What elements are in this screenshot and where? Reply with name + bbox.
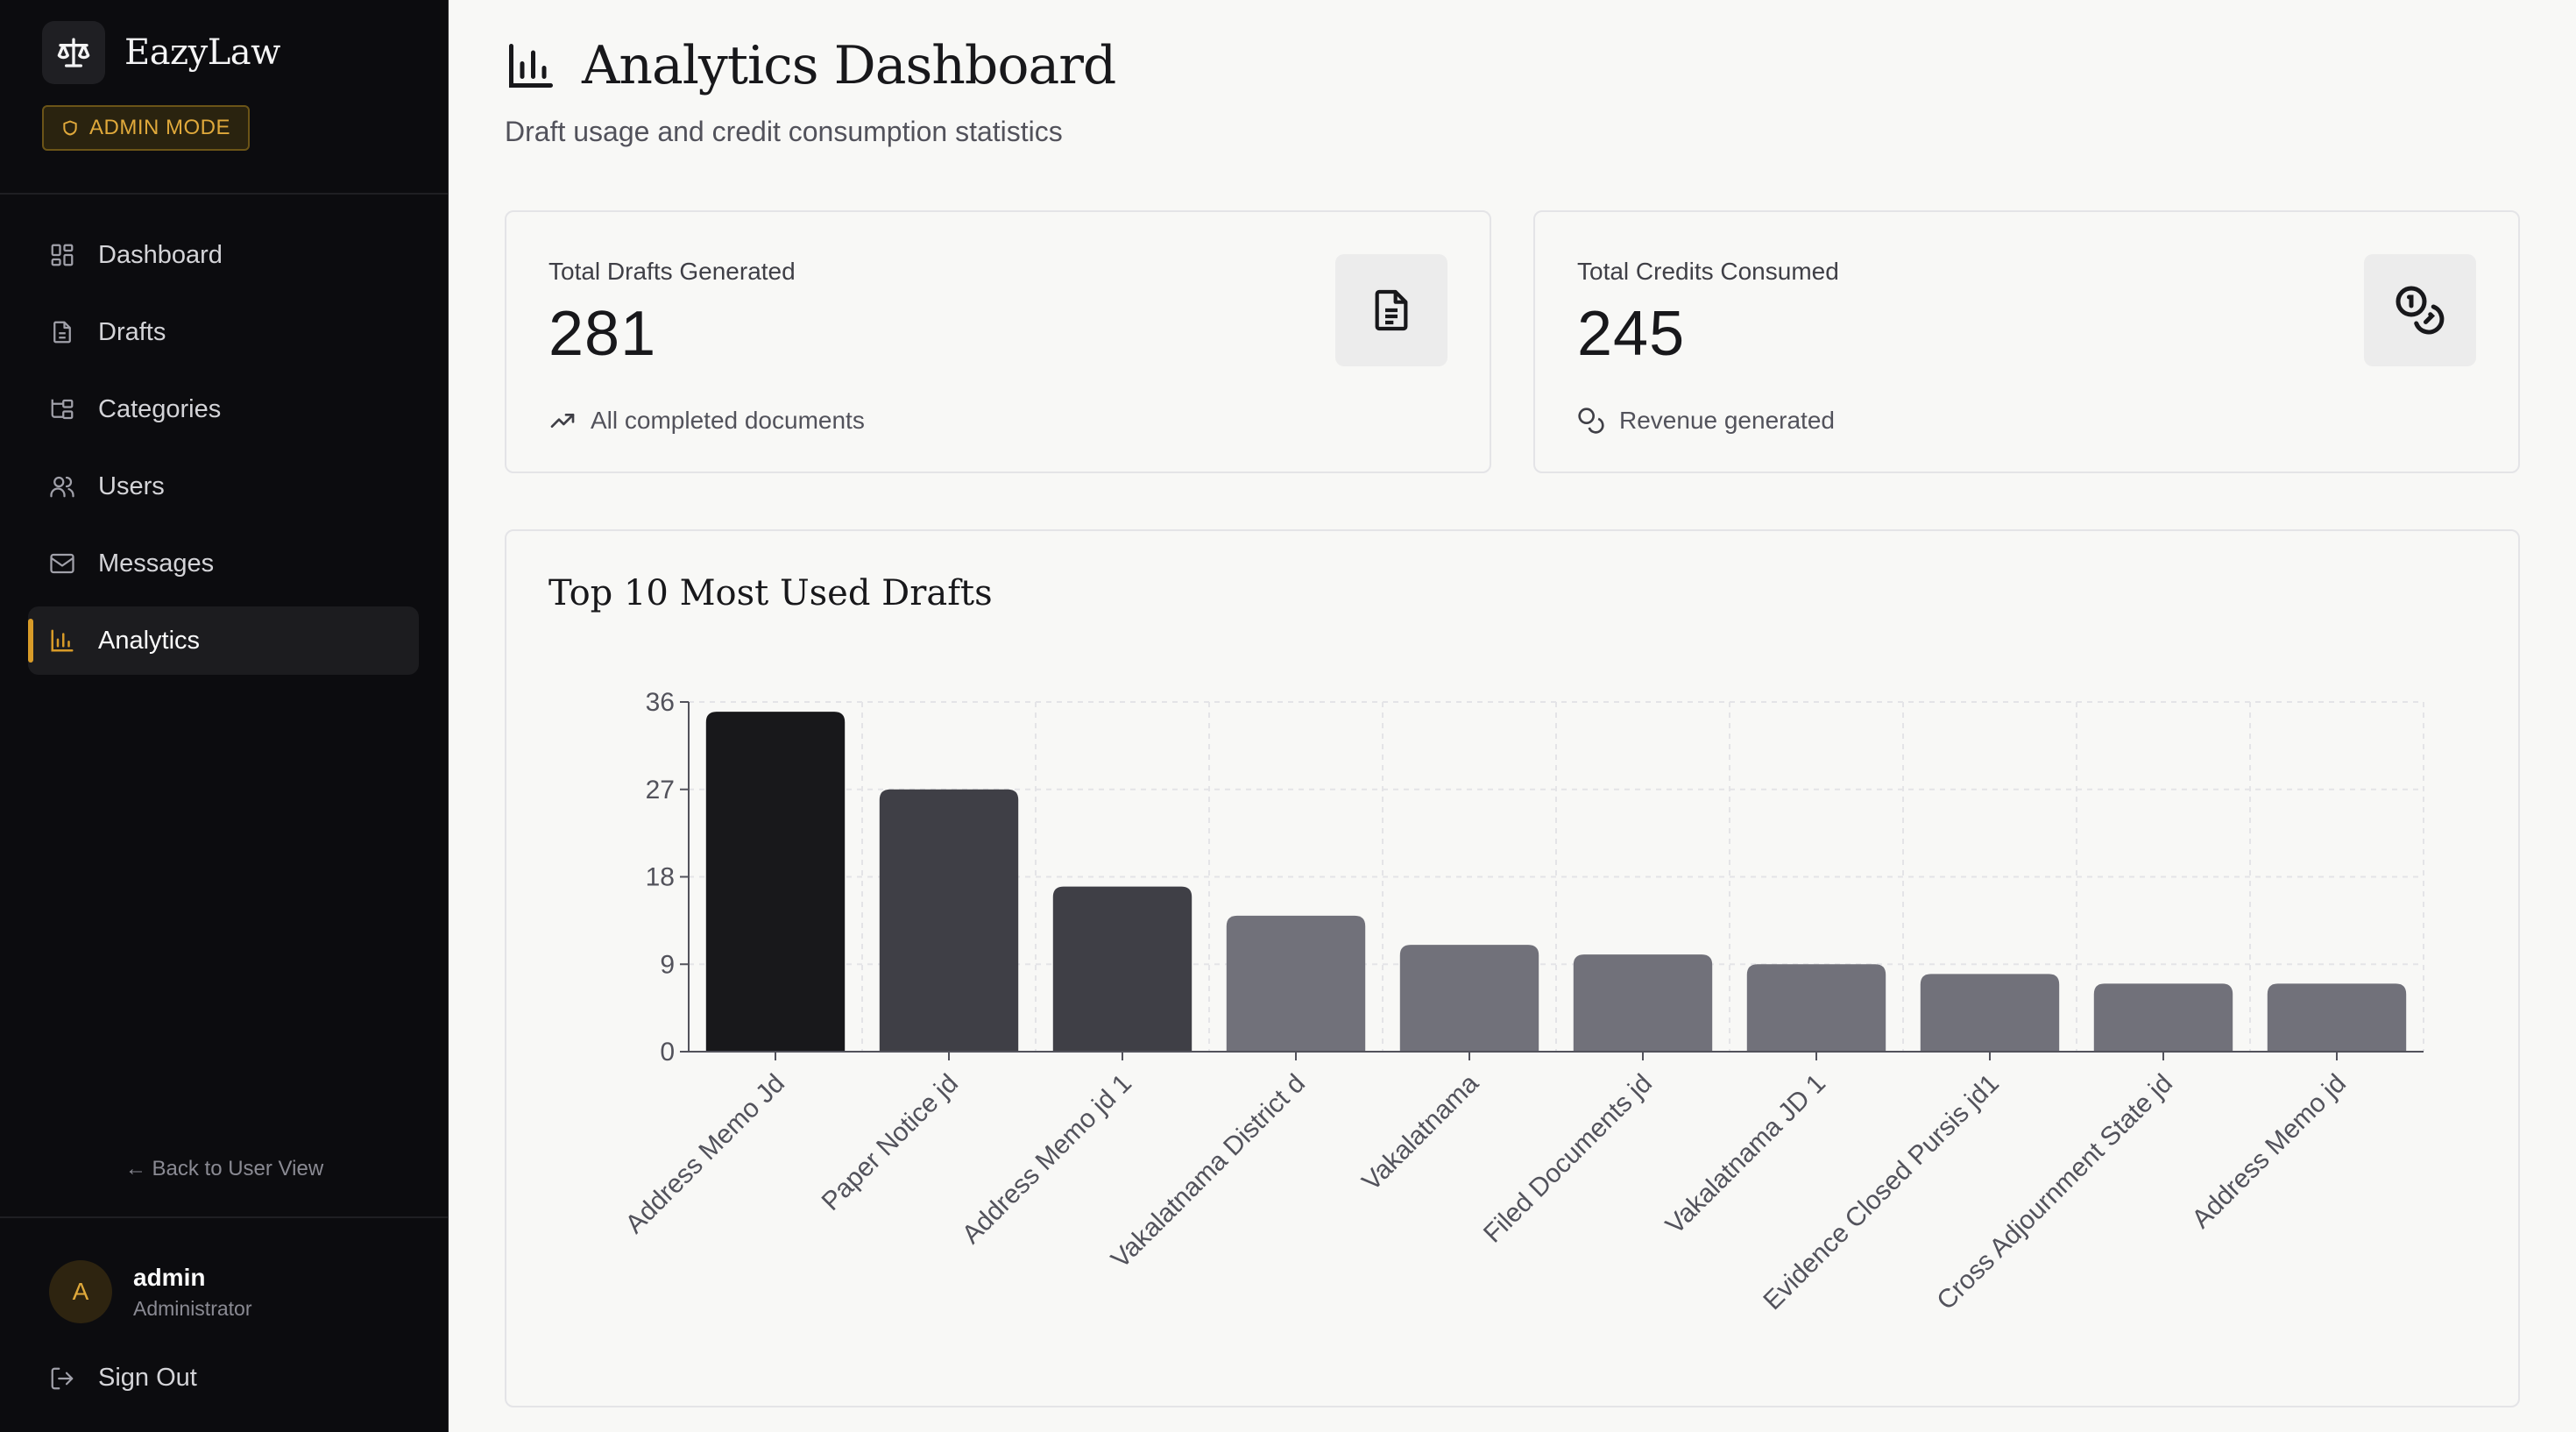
y-tick-label: 36 — [646, 688, 675, 717]
sidebar-item-categories[interactable]: Categories — [28, 375, 419, 443]
x-tick-label: Vakalatnama — [1356, 1068, 1484, 1196]
sidebar-item-label: Categories — [98, 394, 222, 423]
stat-value: 245 — [1577, 299, 1686, 369]
sidebar: EazyLaw ADMIN MODE Dashboard Drafts Cate… — [0, 0, 449, 1432]
page-header: Analytics Dashboard — [505, 35, 1116, 96]
file-text-icon — [1335, 254, 1447, 366]
bar — [2267, 983, 2407, 1052]
chart-card: Top 10 Most Used Drafts 0 9 18 27 36 Address … — [505, 529, 2520, 1407]
bar — [1573, 954, 1713, 1052]
trending-up-icon — [550, 414, 575, 428]
folder-tree-icon — [51, 399, 74, 420]
sidebar-item-dashboard[interactable]: Dashboard — [28, 221, 419, 289]
x-tick-label: Address Memo Jd — [620, 1069, 790, 1239]
sidebar-item-label: Users — [98, 471, 165, 500]
y-tick-label: 18 — [646, 863, 675, 892]
stat-footnote: Revenue generated — [1577, 407, 1835, 435]
scales-logo-icon — [42, 21, 105, 84]
coins-icon — [2364, 254, 2476, 366]
bar — [1399, 945, 1539, 1052]
sidebar-item-users[interactable]: Users — [28, 452, 419, 521]
x-tick-label: Filed Documents jd — [1478, 1069, 1658, 1249]
user-profile[interactable]: A admin Administrator — [49, 1260, 251, 1323]
page-title: Analytics Dashboard — [582, 35, 1116, 96]
sidebar-item-label: Analytics — [98, 626, 201, 655]
y-tick-label: 27 — [646, 776, 675, 805]
shield-icon — [63, 120, 77, 136]
brand[interactable]: EazyLaw — [42, 21, 280, 84]
users-icon — [50, 476, 74, 498]
sidebar-item-label: Messages — [98, 549, 215, 578]
chart-title: Top 10 Most Used Drafts — [548, 573, 993, 613]
bar — [1746, 964, 1886, 1052]
admin-mode-label: ADMIN MODE — [89, 116, 230, 139]
x-tick-label: Vakalatnama District d — [1106, 1069, 1311, 1274]
x-tick-label: Paper Notice jd — [817, 1069, 964, 1216]
user-role: Administrator — [133, 1296, 252, 1320]
sidebar-item-label: Dashboard — [98, 240, 223, 269]
bar — [1052, 886, 1192, 1052]
bar — [879, 789, 1019, 1052]
x-tick-label: Vakalatnama JD 1 — [1660, 1069, 1831, 1240]
sidebar-item-label: Drafts — [98, 317, 166, 346]
main-content: Analytics Dashboard Draft usage and cred… — [449, 0, 2576, 1432]
stat-footnote: All completed documents — [548, 407, 865, 435]
coins-icon — [1578, 408, 1604, 434]
page-subtitle: Draft usage and credit consumption stati… — [505, 116, 1063, 147]
document-icon — [53, 321, 71, 344]
bar — [1920, 974, 2060, 1052]
mail-icon — [50, 553, 74, 574]
y-tick-label: 9 — [660, 950, 675, 979]
back-to-user-view-link[interactable]: ← Back to User View — [124, 1157, 324, 1180]
user-name: admin — [133, 1263, 206, 1291]
avatar: A — [49, 1260, 112, 1323]
log-out-icon — [51, 1367, 74, 1389]
sidebar-item-messages[interactable]: Messages — [28, 529, 419, 598]
sign-out-label: Sign Out — [98, 1364, 197, 1392]
stat-label: Total Credits Consumed — [1577, 258, 1839, 285]
stat-footnote-text: All completed documents — [591, 407, 865, 434]
bar — [1226, 915, 1366, 1052]
sign-out-button[interactable]: Sign Out — [49, 1364, 197, 1393]
bar-chart-icon — [51, 629, 74, 652]
bar-chart-icon — [509, 44, 553, 88]
sidebar-item-analytics[interactable]: Analytics — [28, 606, 419, 675]
stat-value: 281 — [548, 299, 657, 369]
x-tick-label: Address Memo jd — [2187, 1069, 2352, 1234]
bar — [705, 712, 846, 1052]
bar — [2093, 983, 2233, 1052]
sidebar-divider — [0, 1216, 448, 1218]
y-tick-label: 0 — [660, 1038, 675, 1067]
stat-card-drafts: Total Drafts Generated 281 All completed… — [505, 210, 1491, 473]
stat-card-credits: Total Credits Consumed 245 Revenue gener… — [1533, 210, 2520, 473]
sidebar-nav: Dashboard Drafts Categories Users Messag… — [28, 221, 419, 684]
x-tick-label: Address Memo jd 1 — [957, 1069, 1137, 1250]
brand-name: EazyLaw — [124, 32, 280, 73]
sidebar-divider — [0, 193, 448, 195]
stat-label: Total Drafts Generated — [548, 258, 796, 285]
sidebar-item-drafts[interactable]: Drafts — [28, 298, 419, 366]
admin-mode-badge: ADMIN MODE — [42, 105, 250, 151]
stat-footnote-text: Revenue generated — [1619, 407, 1835, 434]
dashboard-grid-icon — [51, 244, 74, 266]
